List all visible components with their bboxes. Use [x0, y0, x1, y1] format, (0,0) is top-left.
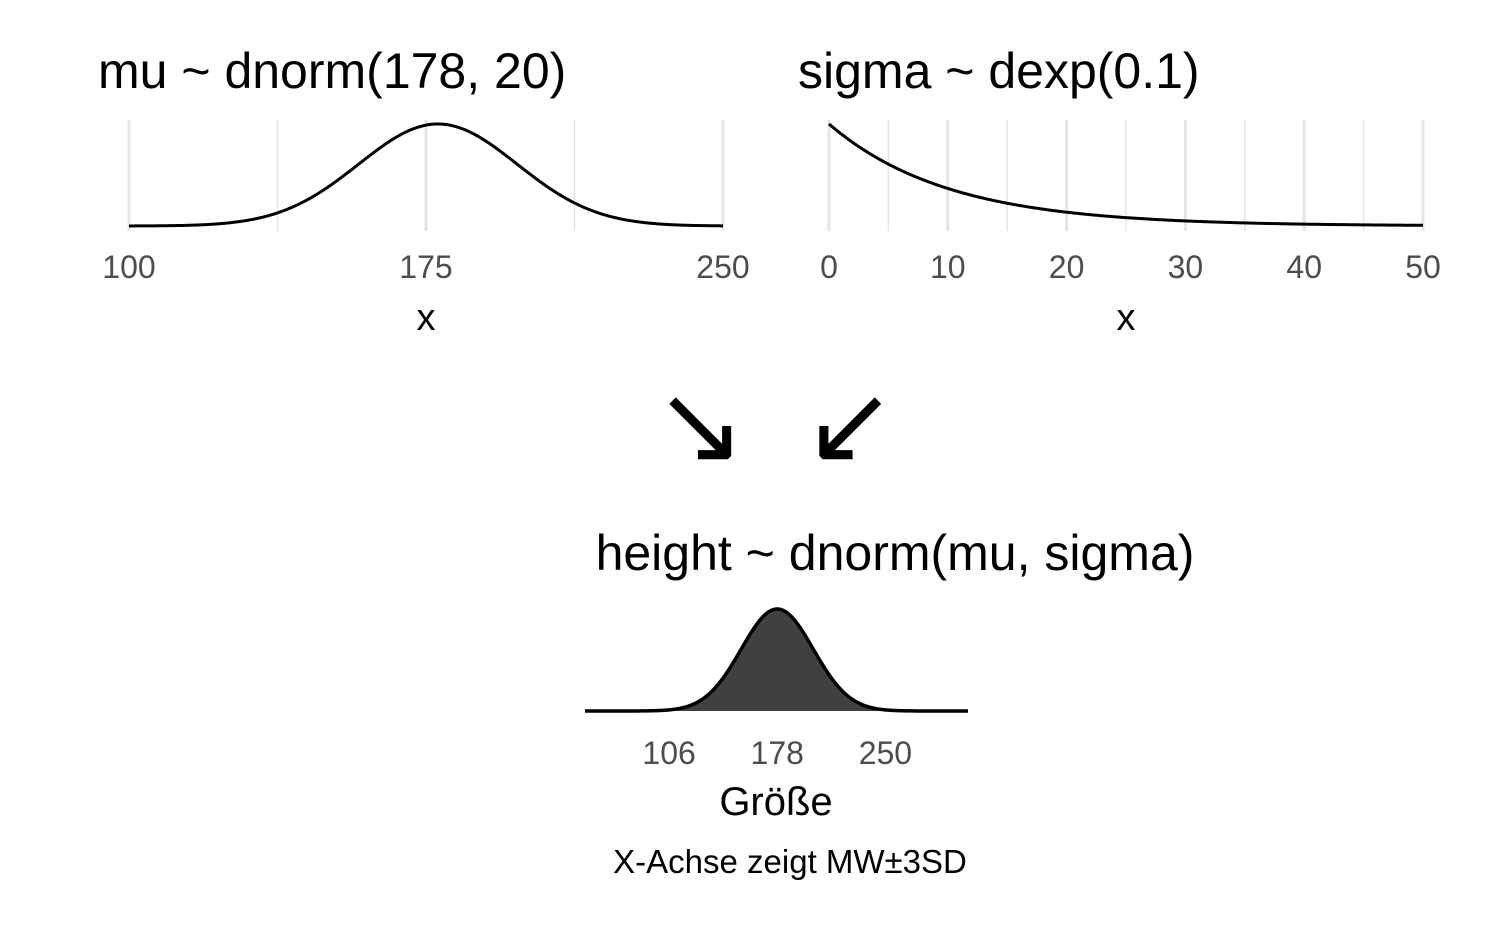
mu-x-tick-labels: 100 175 250 [102, 249, 749, 285]
mu-prior-panel: mu ~ dnorm(178, 20) 100 175 250 x [98, 43, 750, 339]
mu-density-curve [128, 122, 724, 228]
sigma-prior-title: sigma ~ dexp(0.1) [798, 43, 1200, 99]
arrows-group: ↘ ↙ [654, 363, 896, 486]
x-tick-label: 0 [820, 249, 838, 285]
sigma-x-axis-label: x [1117, 297, 1136, 339]
x-tick-label: 175 [399, 249, 452, 285]
height-likelihood-panel: height ~ dnorm(mu, sigma) 106 178 250 Größ… [585, 525, 1194, 880]
height-x-axis-label: Größe [719, 780, 832, 824]
x-tick-label: 100 [102, 249, 155, 285]
arrow-down-right-icon: ↘ [654, 363, 746, 486]
mu-prior-title: mu ~ dnorm(178, 20) [98, 43, 566, 99]
height-density-curve [585, 607, 968, 713]
arrow-down-left-icon: ↙ [804, 363, 896, 486]
height-title: height ~ dnorm(mu, sigma) [596, 525, 1195, 581]
height-caption: X-Achse zeigt MW±3SD [613, 843, 967, 880]
height-shaded-area [669, 609, 886, 711]
height-x-tick-labels: 106 178 250 [642, 735, 912, 771]
x-tick-label: 106 [642, 735, 695, 771]
x-tick-label: 30 [1168, 249, 1204, 285]
sigma-prior-panel: sigma ~ dexp(0.1) 0 10 20 30 40 50 x [798, 43, 1441, 339]
x-tick-label: 250 [696, 249, 749, 285]
x-tick-label: 178 [751, 735, 804, 771]
x-tick-label: 20 [1049, 249, 1085, 285]
x-tick-label: 250 [859, 735, 912, 771]
x-tick-label: 50 [1405, 249, 1441, 285]
sigma-gridlines [827, 120, 1425, 231]
x-tick-label: 40 [1286, 249, 1322, 285]
mu-gridlines [127, 120, 725, 231]
sigma-x-tick-labels: 0 10 20 30 40 50 [820, 249, 1441, 285]
mu-x-axis-label: x [417, 297, 436, 339]
x-tick-label: 10 [930, 249, 966, 285]
sigma-density-curve [828, 122, 1424, 227]
